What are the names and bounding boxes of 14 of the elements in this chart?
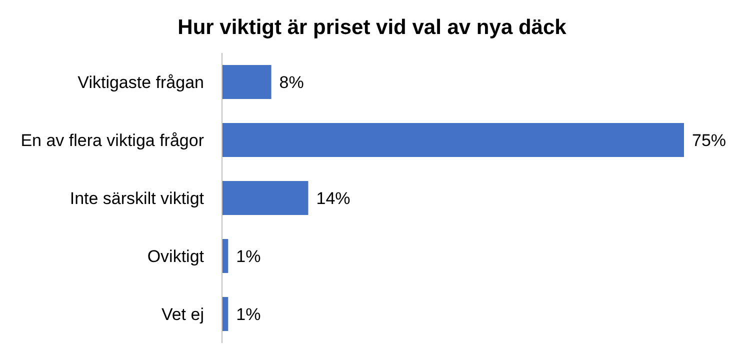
bar (222, 65, 272, 99)
data-label: 1% (236, 247, 261, 266)
data-label: 8% (279, 73, 304, 92)
y-tick-label: Oviktigt (147, 247, 204, 266)
data-label: 14% (316, 189, 350, 208)
y-tick-label: Viktigaste frågan (78, 73, 204, 92)
y-tick-label: Vet ej (161, 305, 204, 324)
data-label: 75% (692, 131, 726, 150)
bar (222, 123, 684, 157)
y-tick-label: En av flera viktiga frågor (20, 131, 204, 150)
y-tick-label: Inte särskilt viktigt (70, 189, 204, 208)
data-label: 1% (236, 305, 261, 324)
chart-title: Hur viktigt är priset vid val av nya däck (176, 15, 568, 41)
bar (222, 181, 308, 215)
